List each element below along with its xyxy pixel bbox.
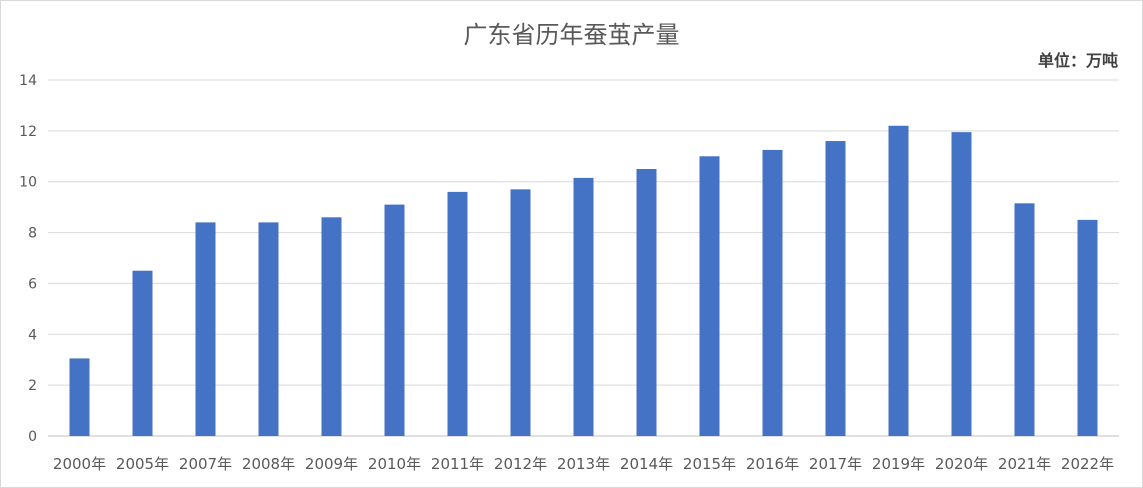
bar-2020年 [951,132,972,436]
x-tick-label: 2005年 [116,455,169,473]
y-tick-label: 8 [28,226,37,242]
bar-2013年 [573,177,594,436]
bar-2007年 [195,222,216,436]
bar-2005年 [132,270,153,436]
x-tick-label: 2013年 [557,455,610,473]
bar-2015年 [699,156,720,437]
bar-2016年 [762,149,783,436]
bar-2009年 [321,217,342,436]
x-tick-label: 2014年 [620,455,673,473]
x-tick-label: 2007年 [179,455,232,473]
bar-2022年 [1077,219,1098,436]
x-tick-label: 2022年 [1061,455,1114,473]
y-tick-label: 12 [19,124,37,140]
x-tick-label: 2010年 [368,455,421,473]
y-tick-label: 14 [19,73,37,89]
y-tick-label: 10 [19,175,37,191]
x-tick-label: 2009年 [305,455,358,473]
bar-2021年 [1014,203,1035,436]
x-tick-label: 2021年 [998,455,1051,473]
x-tick-label: 2012年 [494,455,547,473]
x-tick-label: 2008年 [242,455,295,473]
bar-2008年 [258,222,279,436]
x-tick-label: 2000年 [53,455,106,473]
y-tick-label: 6 [28,276,37,292]
y-tick-label: 2 [28,378,37,394]
x-tick-label: 2019年 [872,455,925,473]
bar-2000年 [69,358,90,436]
bar-2012年 [510,189,531,436]
bar-2019年 [888,125,909,437]
x-tick-label: 2011年 [431,455,484,473]
bar-2017年 [825,141,846,436]
x-tick-label: 2016年 [746,455,799,473]
x-tick-label: 2015年 [683,455,736,473]
y-tick-label: 0 [28,429,37,445]
unit-label: 单位：万吨 [1037,51,1118,70]
bar-2014年 [636,169,657,436]
bar-2011年 [447,191,468,436]
bars [69,125,1098,437]
y-axis-ticks: 0 2 4 6 8 10 12 14 [19,73,37,445]
x-axis-ticks: 2000年 2005年 2007年 2008年 2009年 2010年 2011年 2012年… [53,455,1114,473]
x-tick-label: 2017年 [809,455,862,473]
x-tick-label: 2020年 [935,455,988,473]
bar-2010年 [384,204,405,436]
chart-title: 广东省历年蚕茧产量 [463,21,680,49]
y-tick-label: 4 [28,327,37,343]
